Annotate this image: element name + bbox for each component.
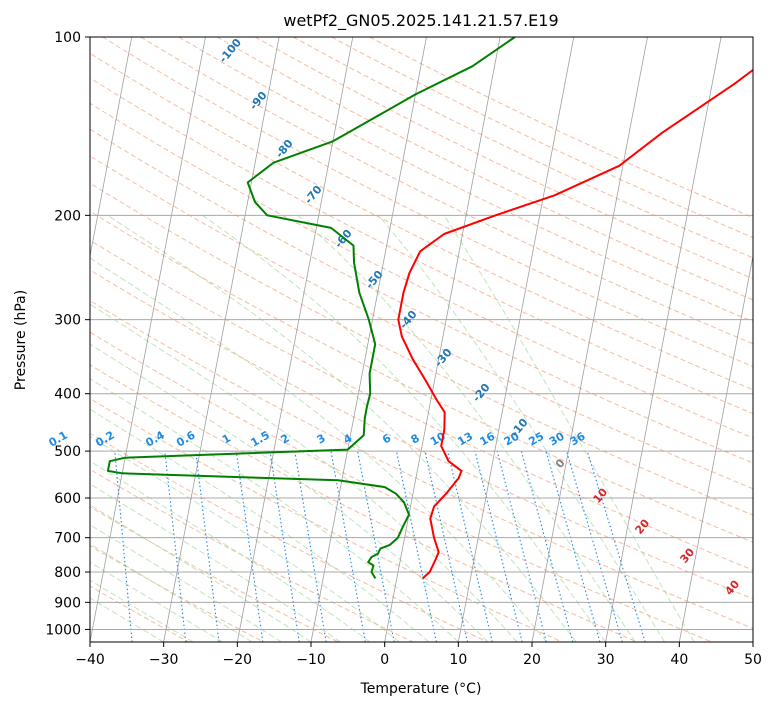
mixing-ratio-line (447, 450, 493, 642)
y-tick-label: 700 (54, 531, 81, 547)
dry-adiabat-line (90, 239, 753, 571)
moist-adiabat-line (90, 483, 341, 642)
moist-adiabat-line (202, 214, 607, 642)
mixing-ratio-line (164, 451, 187, 642)
isotherm-line (605, 37, 722, 642)
isotherm-line (90, 37, 206, 642)
y-tick-label: 400 (54, 387, 81, 403)
moist-adiabat-line (90, 435, 400, 642)
mixing-ratio-line (395, 450, 437, 642)
plot-frame (89, 36, 754, 643)
dry-adiabat-line (90, 128, 753, 464)
y-tick-label: 500 (54, 444, 81, 460)
dry-adiabat-line (102, 37, 753, 368)
moist-adiabat-line (296, 214, 636, 642)
moist-adiabat-line (90, 343, 489, 642)
moist-adiabat-line (90, 597, 164, 642)
mixing-ratio-line (520, 450, 574, 642)
mixing-ratio-line (330, 451, 366, 642)
y-tick-label: 300 (54, 313, 81, 329)
mixing-ratio-line (586, 450, 646, 642)
dry-adiabat-line (369, 37, 753, 219)
y-tick-label: 100 (54, 30, 81, 46)
mixing-ratio-line (424, 450, 469, 642)
mixing-ratio-line (195, 451, 220, 642)
isotherm-line (310, 37, 427, 642)
dewpoint-profile-line (106, 37, 516, 579)
dry-adiabat-line (90, 102, 753, 439)
dry-adiabat-line (216, 37, 753, 301)
dry-adiabat-line (90, 52, 753, 391)
mixing-ratio-line (474, 450, 523, 642)
isotherm-line (384, 37, 501, 642)
mixing-ratio-line (357, 450, 395, 642)
y-tick-label: 800 (54, 565, 81, 581)
mixing-ratio-line (269, 451, 300, 642)
dry-adiabat-line (90, 77, 753, 415)
moist-adiabat-line (90, 579, 194, 642)
x-tick-label: −20 (223, 652, 253, 668)
dry-adiabat-line (140, 37, 753, 345)
temperature-profile-line (397, 68, 753, 580)
mixing-ratio-line (235, 451, 264, 642)
x-tick-label: 10 (449, 652, 467, 668)
mixing-ratio-line (545, 450, 601, 642)
isotherm-line (531, 37, 648, 642)
moist-adiabat-line (90, 504, 312, 642)
isotherm-line (752, 639, 753, 642)
chart-title: wetPf2_GN05.2025.141.21.57.E19 (283, 11, 558, 31)
y-axis-title: Pressure (hPa) (13, 290, 29, 390)
x-tick-label: 40 (670, 652, 688, 668)
y-tick-label: 900 (54, 595, 81, 611)
moist-adiabat-line (90, 257, 548, 642)
dry-adiabat-line (90, 210, 753, 543)
isotherm-line (90, 37, 133, 259)
dry-adiabat-line (90, 300, 753, 630)
moist-adiabat-line (90, 460, 371, 642)
moist-adiabat-line (90, 303, 518, 642)
x-tick-label: 20 (523, 652, 541, 668)
dry-adiabat-line (293, 37, 753, 259)
x-tick-label: −10 (296, 652, 326, 668)
mixing-ratio-line (566, 450, 623, 642)
x-tick-label: 30 (597, 652, 615, 668)
y-tick-label: 1000 (45, 622, 81, 638)
isotherm-line (236, 37, 354, 642)
x-tick-label: −30 (149, 652, 179, 668)
moist-adiabat-line (90, 561, 223, 642)
x-tick-label: 50 (744, 652, 762, 668)
moist-adiabat-line (90, 378, 459, 642)
dry-adiabat-line (90, 155, 753, 490)
moist-adiabat-line (443, 215, 695, 642)
isotherm-line (457, 37, 575, 642)
x-tick-label: −40 (75, 652, 105, 668)
x-tick-label: 0 (380, 652, 389, 668)
y-tick-label: 200 (54, 208, 81, 224)
moist-adiabat-line (90, 408, 430, 642)
isotherm-line (163, 37, 280, 642)
isotherm-line (0, 37, 58, 642)
y-tick-label: 600 (54, 491, 81, 507)
moist-adiabat-line (107, 214, 577, 642)
mixing-ratio-line (294, 451, 327, 642)
isotherm-line (678, 253, 753, 642)
x-axis-title: Temperature (°C) (360, 681, 482, 697)
moist-adiabat-line (378, 214, 666, 642)
